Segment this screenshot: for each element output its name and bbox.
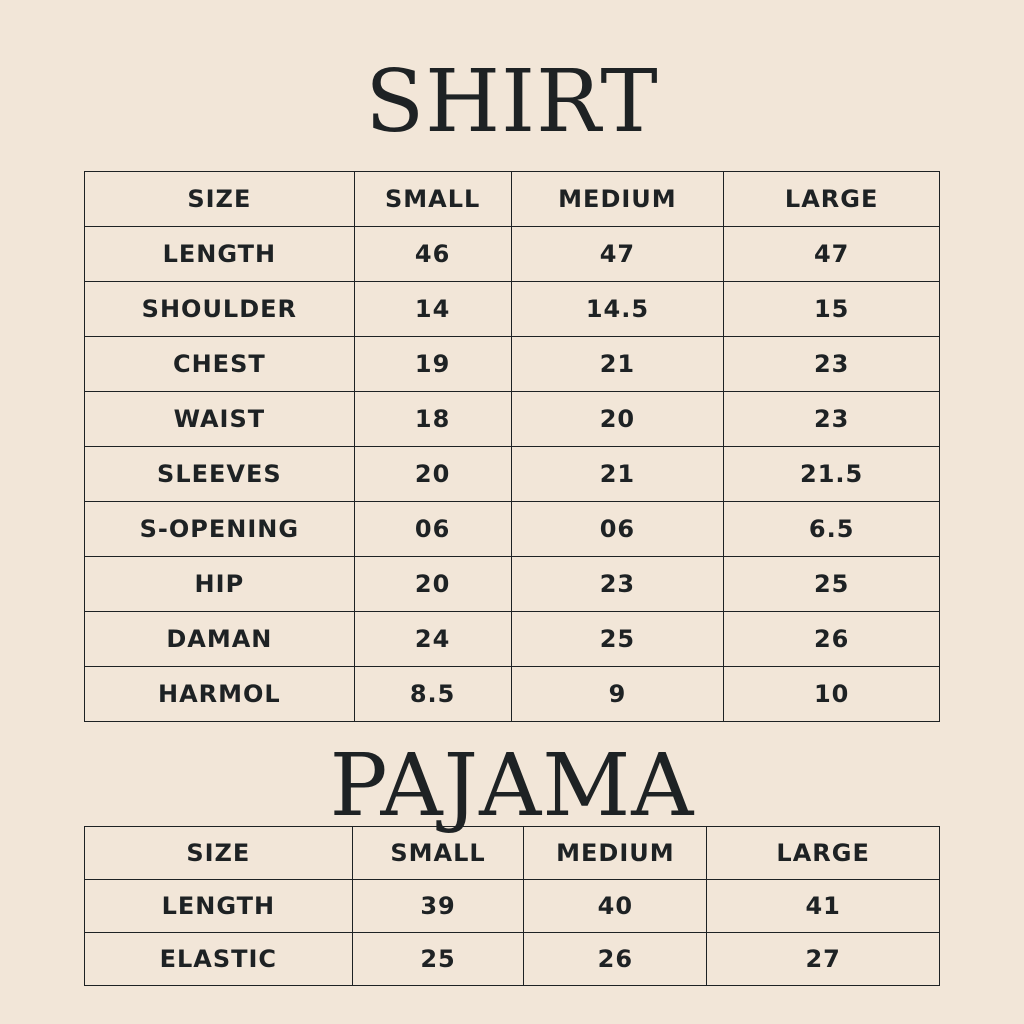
row-label: CHEST [84,336,355,392]
table-row: CHEST 19 21 23 [84,336,940,392]
row-label: LENGTH [84,879,353,933]
table-row: LENGTH 39 40 41 [84,879,940,933]
row-label: ELASTIC [84,932,353,986]
cell-value: 40 [523,879,708,933]
cell-value: 8.5 [353,666,512,722]
shirt-title: SHIRT [365,52,659,152]
cell-value: 19 [353,336,512,392]
pajama-size-table: SIZE SMALL MEDIUM LARGE LENGTH 39 40 41 ELASTIC 2… [84,826,940,986]
cell-value: 23 [723,336,940,392]
cell-value: 20 [353,446,512,502]
shirt-size-table: SIZE SMALL MEDIUM LARGE LENGTH 46 47 47 SHOULDER… [84,171,940,722]
cell-value: 47 [723,226,940,282]
row-label: DAMAN [84,611,355,667]
cell-value: 26 [723,611,940,667]
table-row: WAIST 18 20 23 [84,391,940,447]
cell-value: 25 [510,611,725,667]
table-row: ELASTIC 25 26 27 [84,932,940,986]
row-label: SLEEVES [84,446,355,502]
row-label: HARMOL [84,666,355,722]
cell-value: SMALL [353,171,512,227]
cell-value: 6.5 [723,501,940,557]
cell-value: SMALL [351,826,525,880]
row-label: S-OPENING [84,501,355,557]
table-row: S-OPENING 06 06 6.5 [84,501,940,557]
cell-value: 20 [353,556,512,612]
cell-value: 15 [723,281,940,337]
cell-value: 23 [510,556,725,612]
table-row: SLEEVES 20 21 21.5 [84,446,940,502]
cell-value: 27 [706,932,940,986]
cell-value: 06 [510,501,725,557]
header-row: SIZE SMALL MEDIUM LARGE [84,826,940,880]
cell-value: 25 [351,932,525,986]
cell-value: 47 [510,226,725,282]
cell-value: 14 [353,281,512,337]
cell-value: 21 [510,446,725,502]
table-row: HIP 20 23 25 [84,556,940,612]
row-label: LENGTH [84,226,355,282]
cell-value: MEDIUM [510,171,725,227]
cell-value: MEDIUM [523,826,708,880]
cell-value: LARGE [723,171,940,227]
cell-value: 25 [723,556,940,612]
row-label: SHOULDER [84,281,355,337]
row-label: HIP [84,556,355,612]
cell-value: 26 [523,932,708,986]
cell-value: 41 [706,879,940,933]
row-label: SIZE [84,826,353,880]
cell-value: 24 [353,611,512,667]
cell-value: 14.5 [510,281,725,337]
table-row: LENGTH 46 47 47 [84,226,940,282]
cell-value: 18 [353,391,512,447]
row-label: WAIST [84,391,355,447]
cell-value: 06 [353,501,512,557]
table-row: SHOULDER 14 14.5 15 [84,281,940,337]
cell-value: 21.5 [723,446,940,502]
cell-value: 21 [510,336,725,392]
table-row: DAMAN 24 25 26 [84,611,940,667]
cell-value: 9 [510,666,725,722]
row-label: SIZE [84,171,355,227]
header-row: SIZE SMALL MEDIUM LARGE [84,171,940,227]
cell-value: LARGE [706,826,940,880]
table-row: HARMOL 8.5 9 10 [84,666,940,722]
pajama-title: PAJAMA [329,736,695,836]
cell-value: 46 [353,226,512,282]
cell-value: 20 [510,391,725,447]
cell-value: 39 [351,879,525,933]
cell-value: 10 [723,666,940,722]
cell-value: 23 [723,391,940,447]
